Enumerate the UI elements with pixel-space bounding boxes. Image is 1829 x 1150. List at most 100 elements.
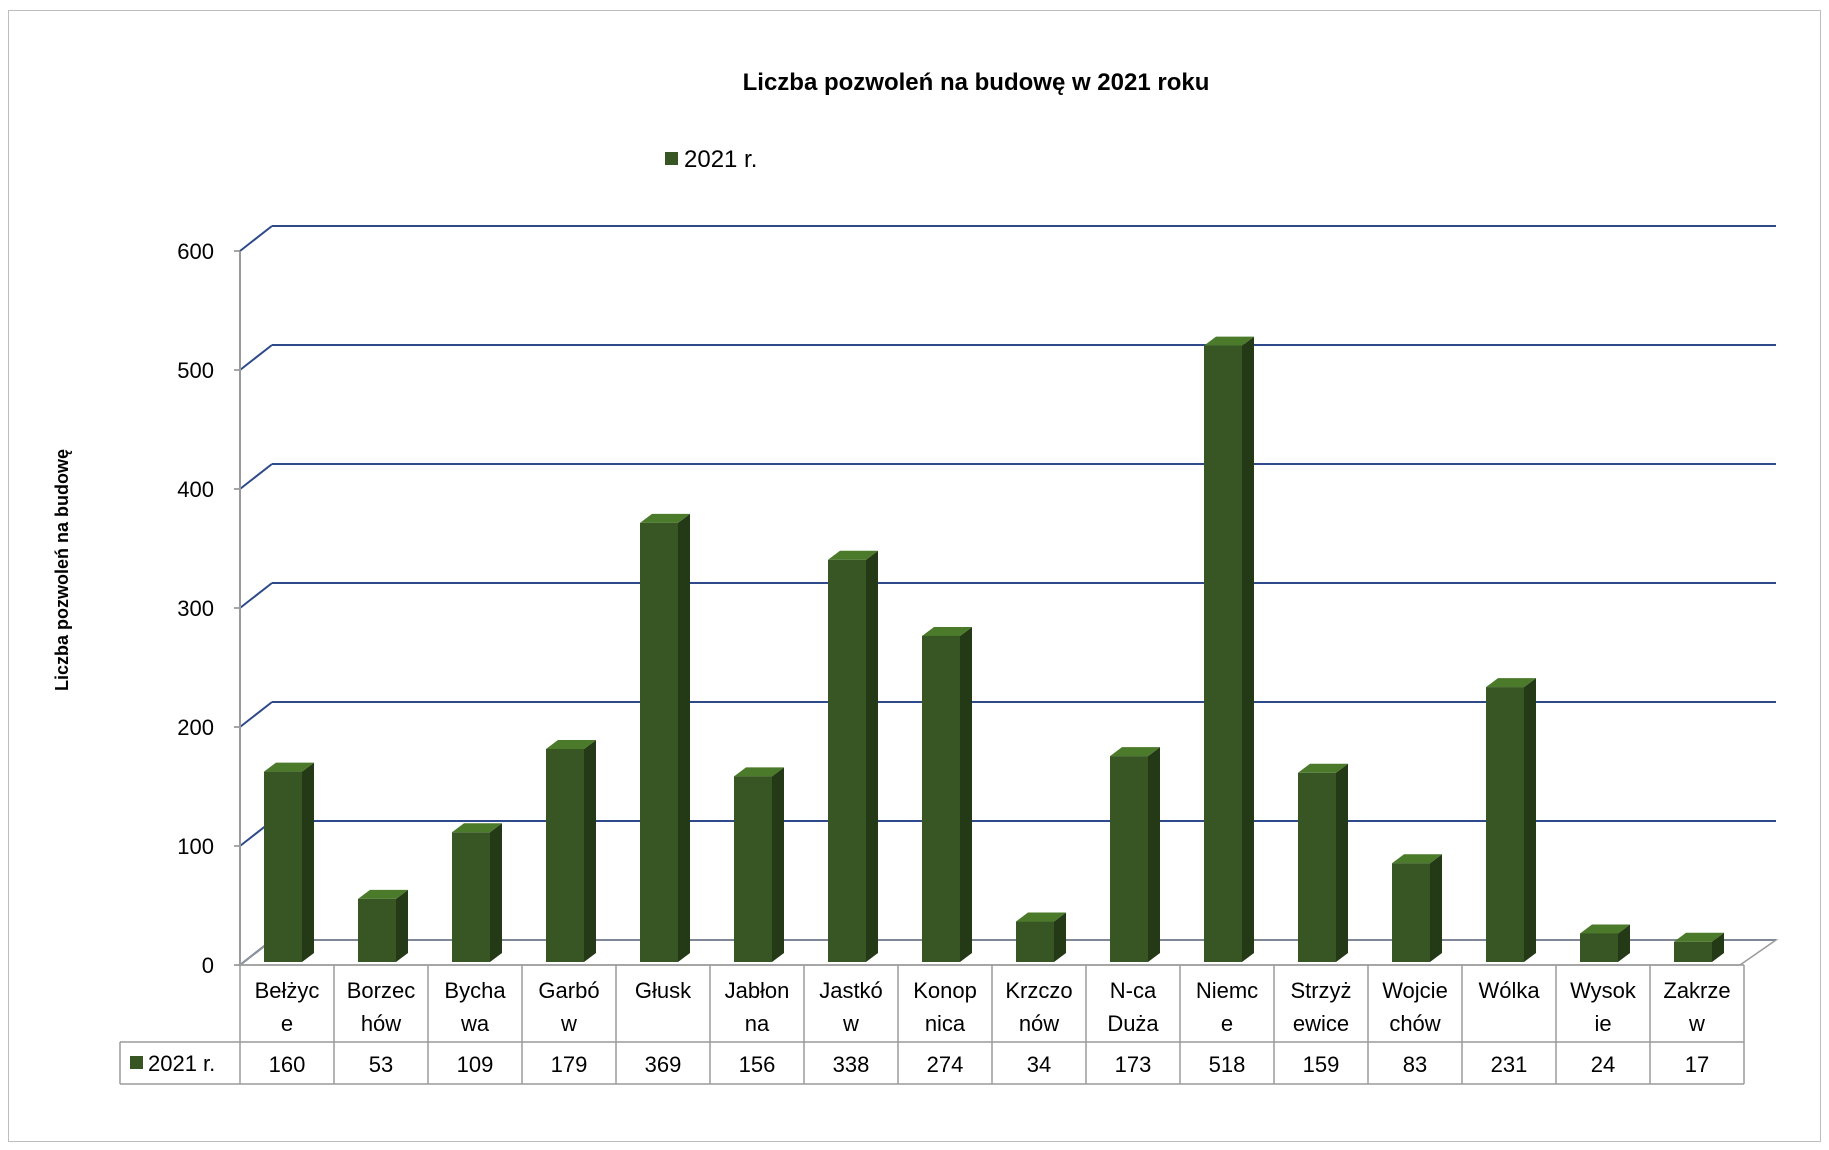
- bar-side: [302, 762, 314, 962]
- bar-front: [734, 776, 772, 962]
- bar-front: [1392, 863, 1430, 962]
- bar-side: [490, 823, 502, 962]
- gridline-connector: [239, 344, 273, 371]
- bar-front: [640, 522, 678, 962]
- bar-side: [1712, 932, 1724, 962]
- category-label: Krzczo: [1005, 978, 1072, 1003]
- category-label: Niemc: [1196, 978, 1258, 1003]
- gridline-connector: [239, 463, 273, 490]
- bar: [358, 889, 408, 962]
- bar-top: [922, 626, 972, 636]
- category-label: wa: [460, 1011, 490, 1036]
- bar-top: [1110, 747, 1160, 757]
- data-value-label: 34: [1027, 1052, 1051, 1077]
- category-label: w: [842, 1011, 859, 1036]
- category-label: chów: [1389, 1011, 1440, 1036]
- y-axis-title: Liczba pozwoleń na budowę: [52, 449, 72, 691]
- bar-side: [1242, 336, 1254, 963]
- category-label: w: [1688, 1011, 1705, 1036]
- y-tick-label: 400: [177, 477, 214, 502]
- bar-top: [546, 739, 596, 749]
- bar-top: [640, 513, 690, 523]
- bar-side: [1054, 912, 1066, 962]
- bar-front: [1204, 345, 1242, 963]
- data-value-label: 338: [833, 1052, 870, 1077]
- bar-top: [1392, 854, 1442, 864]
- bars-layer: [264, 336, 1724, 963]
- bar-front: [922, 635, 960, 962]
- data-value-label: 231: [1491, 1052, 1528, 1077]
- bar-top: [1204, 336, 1254, 346]
- bar: [1392, 854, 1442, 962]
- bar-front: [1580, 933, 1618, 962]
- chart-title: Liczba pozwoleń na budowę w 2021 roku: [743, 69, 1210, 96]
- data-value-label: 24: [1591, 1052, 1615, 1077]
- bar: [1298, 763, 1348, 962]
- bar: [1486, 678, 1536, 962]
- category-label: ie: [1594, 1011, 1611, 1036]
- bar: [828, 550, 878, 962]
- table-legend-swatch: [130, 1056, 143, 1069]
- category-label: nów: [1019, 1011, 1059, 1036]
- bar-side: [396, 889, 408, 962]
- data-value-label: 160: [269, 1052, 306, 1077]
- category-label: N-ca: [1110, 978, 1157, 1003]
- bar-side: [584, 739, 596, 962]
- category-label: Strzyż: [1290, 978, 1351, 1003]
- category-label: e: [281, 1011, 293, 1036]
- category-label: Wojcie: [1382, 978, 1448, 1003]
- data-value-label: 53: [369, 1052, 393, 1077]
- y-tick-label: 200: [177, 715, 214, 740]
- data-value-label: 518: [1209, 1052, 1246, 1077]
- bar-top: [1486, 678, 1536, 688]
- bar-side: [1618, 924, 1630, 962]
- category-label: na: [745, 1011, 770, 1036]
- bar-top: [734, 767, 784, 777]
- gridline-connector: [239, 701, 273, 728]
- category-label: hów: [361, 1011, 401, 1036]
- bar: [1674, 932, 1724, 962]
- category-label: Jabłon: [725, 978, 790, 1003]
- category-label: ewice: [1293, 1011, 1349, 1036]
- bar: [1580, 924, 1630, 962]
- legend-label: 2021 r.: [684, 146, 757, 173]
- data-value-label: 274: [927, 1052, 964, 1077]
- table-series-name: 2021 r.: [148, 1051, 215, 1076]
- bar-side: [1524, 678, 1536, 962]
- bar-front: [828, 559, 866, 962]
- category-label: Głusk: [635, 978, 692, 1003]
- axis-layer: 0 100 200 300 400 500 600: [177, 239, 1779, 978]
- legend-swatch: [665, 152, 678, 165]
- category-label: Garbó: [538, 978, 599, 1003]
- bar-side: [866, 550, 878, 962]
- data-value-label: 17: [1685, 1052, 1709, 1077]
- bar-side: [1148, 747, 1160, 962]
- data-value-label: 179: [551, 1052, 588, 1077]
- category-label: Wólka: [1478, 978, 1540, 1003]
- bar-front: [1110, 756, 1148, 962]
- gridline-connector: [239, 225, 273, 252]
- data-value-label: 173: [1115, 1052, 1152, 1077]
- category-label: nica: [925, 1011, 966, 1036]
- category-label: Jastkó: [819, 978, 883, 1003]
- bar: [264, 762, 314, 962]
- gridline-connector: [239, 582, 273, 609]
- bar-front: [358, 898, 396, 962]
- category-label: w: [560, 1011, 577, 1036]
- bar-top: [358, 889, 408, 899]
- y-tick-label: 300: [177, 596, 214, 621]
- bar-top: [828, 550, 878, 560]
- bar-top: [1298, 763, 1348, 773]
- bar-side: [960, 626, 972, 962]
- bar-side: [1336, 763, 1348, 962]
- data-value-label: 83: [1403, 1052, 1427, 1077]
- category-label: Konop: [913, 978, 977, 1003]
- y-tick-label: 600: [177, 239, 214, 264]
- data-value-label: 369: [645, 1052, 682, 1077]
- y-tick-label: 0: [202, 953, 214, 978]
- bar-top: [1016, 912, 1066, 922]
- bar: [640, 513, 690, 962]
- category-label: Borzec: [347, 978, 415, 1003]
- bar-top: [1580, 924, 1630, 934]
